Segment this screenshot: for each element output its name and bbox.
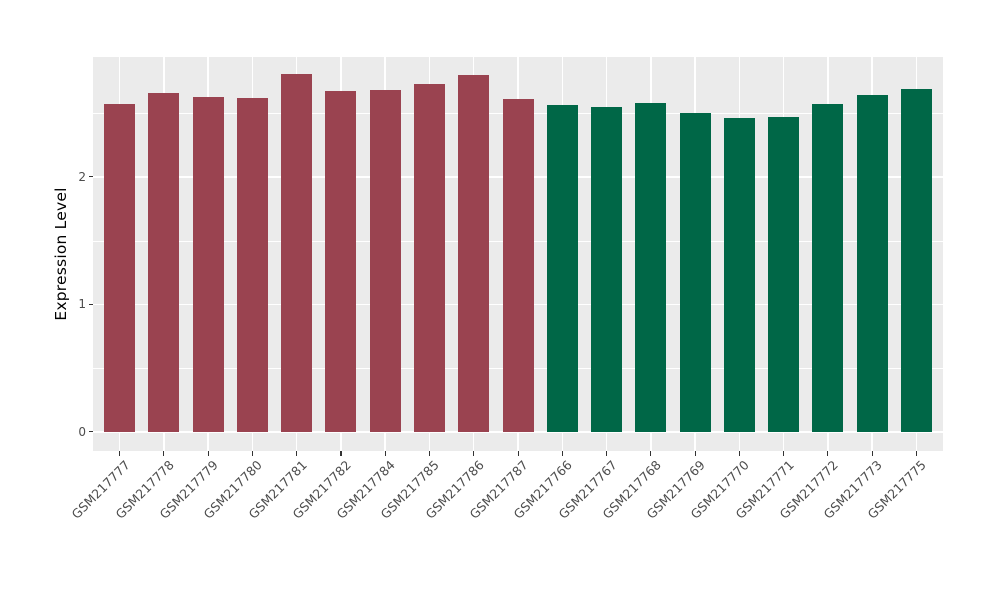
bar-chart-figure: Expression Level 0 1 2 GSM217777 GSM217778 GS…	[52, 57, 943, 522]
y-major-gridline	[93, 431, 943, 433]
bar	[723, 118, 755, 432]
bar	[635, 102, 667, 432]
bar	[812, 104, 844, 432]
bar	[104, 104, 136, 432]
bar	[768, 116, 800, 432]
bar	[546, 105, 578, 432]
x-tick-label: GSM217777	[68, 457, 133, 522]
bar	[856, 95, 888, 432]
x-tick-mark	[207, 451, 209, 456]
x-tick-mark	[871, 451, 873, 456]
x-tick-mark	[738, 451, 740, 456]
plot-panel	[93, 57, 943, 451]
bar	[236, 97, 268, 432]
bar	[192, 96, 224, 432]
bar	[369, 90, 401, 432]
bar	[900, 88, 932, 432]
y-tick-label: 0	[78, 424, 86, 439]
x-tick-mark	[473, 451, 475, 456]
x-tick-mark	[606, 451, 608, 456]
bar	[148, 92, 180, 432]
bar	[679, 113, 711, 432]
x-tick-mark	[163, 451, 165, 456]
x-tick-mark	[827, 451, 829, 456]
x-tick-mark	[251, 451, 253, 456]
x-tick-mark	[694, 451, 696, 456]
x-tick-mark	[428, 451, 431, 456]
x-tick-mark	[650, 451, 652, 456]
x-tick-mark	[783, 451, 785, 456]
y-tick-mark	[88, 303, 93, 305]
x-tick-mark	[915, 451, 918, 456]
bar	[458, 74, 490, 432]
bar	[325, 91, 357, 432]
x-tick-mark	[296, 451, 298, 456]
bar	[281, 73, 313, 432]
bar	[502, 99, 534, 432]
x-tick-mark	[340, 451, 342, 456]
x-tick-mark	[561, 451, 563, 456]
y-tick-mark	[88, 431, 93, 433]
bar	[413, 83, 445, 432]
y-tick-label: 2	[78, 169, 86, 184]
y-tick-label: 1	[78, 297, 86, 312]
y-tick-mark	[88, 176, 93, 178]
bar	[591, 106, 623, 432]
x-tick-mark	[384, 451, 386, 456]
x-tick-mark	[517, 451, 519, 456]
x-tick-mark	[119, 451, 121, 456]
